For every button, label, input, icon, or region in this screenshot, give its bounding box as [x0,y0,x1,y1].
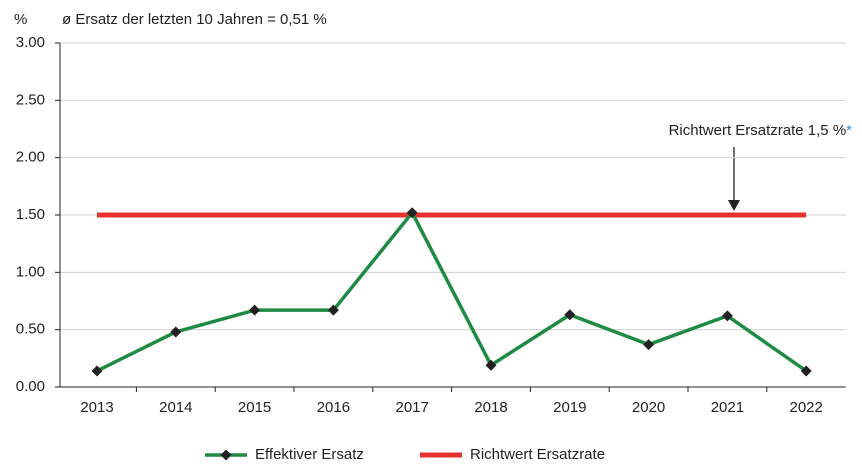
y-tick-label: 1.50 [16,206,45,223]
y-tick-label: 2.00 [16,149,45,166]
annotation-text: Richtwert Ersatzrate 1,5 % [669,122,847,139]
marker [643,339,655,351]
x-tick-label: 2018 [474,399,507,416]
series-line [96,210,808,373]
x-tick-label: 2019 [553,399,586,416]
legend-label: Effektiver Ersatz [255,446,364,463]
marker [249,304,261,316]
x-tick-label: 2020 [632,399,665,416]
y-tick-label: 2.50 [16,91,45,108]
marker [800,365,812,377]
legend-label: Richtwert Ersatzrate [470,446,605,463]
marker [327,304,339,316]
y-tick-label: 0.00 [16,378,45,395]
y-axis-label: % [14,11,27,28]
x-tick-label: 2013 [80,399,113,416]
marker [170,326,182,338]
x-tick-label: 2021 [711,399,744,416]
y-tick-label: 0.50 [16,321,45,338]
annotation: Richtwert Ersatzrate 1,5 %* [669,122,853,139]
y-tick-label: 3.00 [16,34,45,51]
marker [721,310,733,322]
chart-subtitle: ø Ersatz der letzten 10 Jahren = 0,51 % [62,11,327,28]
legend-marker [220,449,232,461]
x-tick-label: 2022 [790,399,823,416]
marker [406,207,418,219]
x-tick-label: 2014 [159,399,192,416]
marker [485,359,497,371]
x-tick-label: 2016 [317,399,350,416]
marker [564,309,576,321]
arrow-head [728,200,740,211]
x-tick-label: 2015 [238,399,271,416]
y-tick-label: 1.00 [16,263,45,280]
x-tick-label: 2017 [396,399,429,416]
annotation-mark: * [846,122,852,139]
marker [91,365,103,377]
